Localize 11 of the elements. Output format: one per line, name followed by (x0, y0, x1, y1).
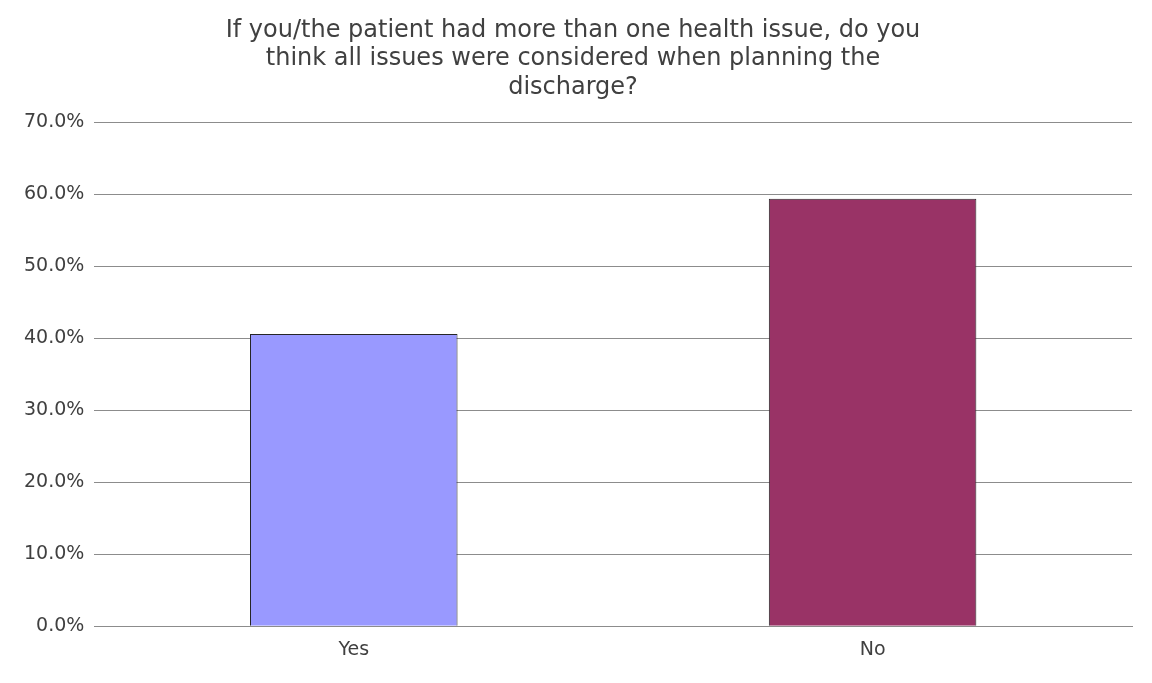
x-tick-label: No (859, 636, 886, 659)
y-tick-label: 70.0% (24, 109, 85, 132)
y-tick-label: 40.0% (24, 325, 85, 348)
y-tick-label: 30.0% (24, 397, 85, 420)
y-tick-label: 60.0% (24, 181, 85, 204)
y-tick-label: 20.0% (24, 469, 85, 492)
y-tick-label: 10.0% (24, 541, 85, 564)
chart-title: If you/the patient had more than one health issue, do you think all issues were considered when planning the discharge? (225, 14, 921, 101)
x-tick-label: Yes (337, 636, 370, 659)
y-tick-label: 50.0% (24, 253, 85, 276)
y-tick-label: 0.0% (36, 613, 85, 636)
